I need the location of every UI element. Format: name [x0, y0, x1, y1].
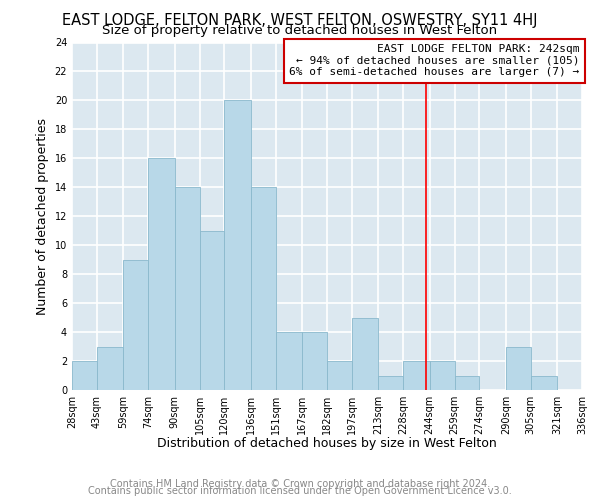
Text: EAST LODGE, FELTON PARK, WEST FELTON, OSWESTRY, SY11 4HJ: EAST LODGE, FELTON PARK, WEST FELTON, OS… [62, 12, 538, 28]
Text: EAST LODGE FELTON PARK: 242sqm
← 94% of detached houses are smaller (105)
6% of : EAST LODGE FELTON PARK: 242sqm ← 94% of … [289, 44, 580, 78]
Bar [199, 230, 224, 390]
Bar [403, 361, 430, 390]
Bar [302, 332, 327, 390]
Bar [124, 260, 148, 390]
Y-axis label: Number of detached properties: Number of detached properties [36, 118, 49, 315]
Bar [72, 361, 97, 390]
Bar [97, 346, 124, 390]
Bar [379, 376, 403, 390]
X-axis label: Distribution of detached houses by size in West Felton: Distribution of detached houses by size … [157, 437, 497, 450]
Text: Contains public sector information licensed under the Open Government Licence v3: Contains public sector information licen… [88, 486, 512, 496]
Bar [530, 376, 557, 390]
Text: Size of property relative to detached houses in West Felton: Size of property relative to detached ho… [103, 24, 497, 37]
Bar [506, 346, 530, 390]
Bar [224, 100, 251, 390]
Bar [430, 361, 455, 390]
Bar [352, 318, 379, 390]
Bar [148, 158, 175, 390]
Bar [251, 188, 275, 390]
Bar [455, 376, 479, 390]
Bar [275, 332, 302, 390]
Bar [327, 361, 352, 390]
Bar [582, 376, 600, 390]
Text: Contains HM Land Registry data © Crown copyright and database right 2024.: Contains HM Land Registry data © Crown c… [110, 479, 490, 489]
Bar [175, 188, 199, 390]
